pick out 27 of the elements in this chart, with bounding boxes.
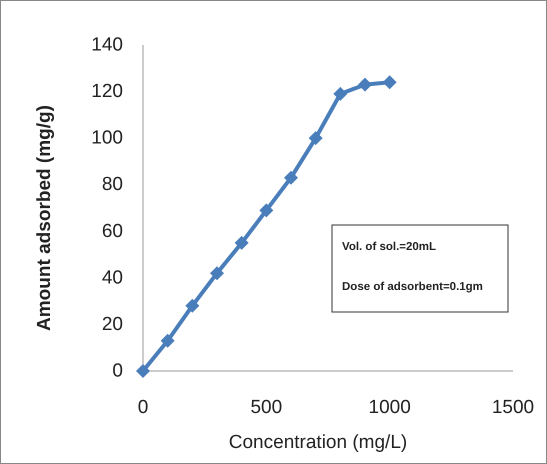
y-tick-label: 60: [102, 220, 123, 242]
point: [333, 86, 348, 101]
x-tick-label: 0: [138, 397, 148, 418]
y-tick-label: 100: [91, 128, 123, 149]
x-axis-title: Concentration (mg/L): [228, 432, 408, 453]
y-axis-title: Amount adsorbed (mg/g): [34, 105, 55, 331]
y-tick-label: 20: [102, 314, 123, 335]
point: [308, 131, 323, 146]
point: [358, 78, 372, 92]
x-tick-label: 500: [250, 397, 282, 418]
annotation: Vol. of sol.=20mL: [342, 241, 436, 253]
x-tick-label: 1500: [492, 397, 534, 418]
point: [136, 364, 150, 378]
point: [185, 298, 200, 313]
point: [210, 266, 224, 280]
point: [234, 236, 249, 250]
y-tick-label: 0: [112, 360, 123, 382]
y-tick-label: 140: [91, 34, 123, 56]
x-tick-label: 1000: [368, 397, 411, 418]
point: [259, 203, 274, 218]
y-tick-label: 80: [102, 174, 123, 196]
point: [284, 170, 298, 185]
point: [382, 75, 397, 90]
y-tick-label: 120: [91, 81, 123, 102]
y-tick-label: 40: [102, 267, 123, 288]
point: [160, 334, 175, 348]
annotation: Dose of adsorbent=0.1gm: [342, 281, 483, 293]
